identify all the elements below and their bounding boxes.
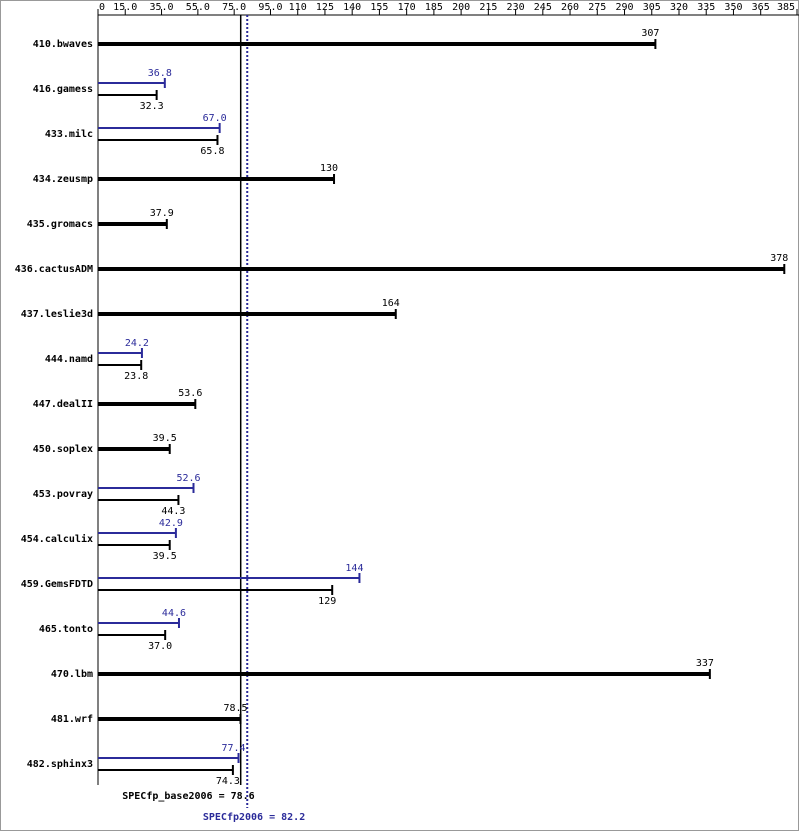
x-tick-label: 155 <box>370 2 388 13</box>
value-label: 164 <box>382 298 400 309</box>
x-tick-label: 35.0 <box>149 2 173 13</box>
category-label: 482.sphinx3 <box>27 758 93 770</box>
value-label: 39.5 <box>153 433 177 444</box>
value-label: 130 <box>320 163 338 174</box>
category-label: 454.calculix <box>21 533 93 545</box>
category-label: 465.tonto <box>39 624 93 635</box>
category-label: 447.dealII <box>33 399 93 410</box>
category-label: 450.soplex <box>33 444 93 455</box>
category-label: 444.namd <box>45 354 93 365</box>
category-label: 416.gamess <box>33 84 93 95</box>
x-tick-label: 305 <box>643 2 661 13</box>
category-label: 481.wrf <box>51 714 93 725</box>
x-tick-label: 200 <box>452 2 470 13</box>
x-tick-label: 185 <box>425 2 443 13</box>
value-label: 77.4 <box>221 743 245 754</box>
value-label: 307 <box>641 28 659 39</box>
x-tick-label: 95.0 <box>258 2 282 13</box>
category-label: 436.cactusADM <box>15 264 93 275</box>
x-tick-label: 290 <box>615 2 633 13</box>
value-label: 37.9 <box>150 208 174 219</box>
category-label: 435.gromacs <box>27 219 93 230</box>
value-label: 39.5 <box>153 551 177 562</box>
category-label: 410.bwaves <box>33 39 93 50</box>
value-label: 52.6 <box>176 473 200 484</box>
x-tick-label: 245 <box>534 2 552 13</box>
value-label: 36.8 <box>148 68 172 79</box>
category-label: 470.lbm <box>51 669 93 680</box>
x-tick-label: 260 <box>561 2 579 13</box>
x-tick-label: 275 <box>588 2 606 13</box>
x-tick-label: 140 <box>343 2 361 13</box>
reference-label: SPECfp2006 = 82.2 <box>203 812 305 823</box>
x-tick-label: 170 <box>398 2 416 13</box>
value-label: 37.0 <box>148 641 172 652</box>
value-label: 53.6 <box>178 388 202 399</box>
x-tick-label: 215 <box>479 2 497 13</box>
value-label: 24.2 <box>125 338 149 349</box>
category-label: 459.GemsFDTD <box>21 579 93 590</box>
value-label: 42.9 <box>159 518 183 529</box>
category-label: 453.povray <box>33 489 93 500</box>
category-label: 434.zeusmp <box>33 174 93 185</box>
value-label: 378 <box>770 253 788 264</box>
value-label: 74.3 <box>216 776 240 787</box>
category-label: 437.leslie3d <box>21 308 93 320</box>
value-label: 32.3 <box>140 101 164 112</box>
reference-label: SPECfp_base2006 = 78.6 <box>122 791 254 802</box>
x-tick-label: 55.0 <box>186 2 210 13</box>
x-tick-label: 110 <box>289 2 307 13</box>
x-tick-label: 230 <box>507 2 525 13</box>
value-label: 23.8 <box>124 371 148 382</box>
x-tick-label: 385 <box>777 2 795 13</box>
x-tick-label: 0 <box>99 2 105 13</box>
x-tick-label: 75.0 <box>222 2 246 13</box>
x-tick-label: 15.0 <box>113 2 137 13</box>
x-tick-label: 335 <box>697 2 715 13</box>
value-label: 67.0 <box>203 113 227 124</box>
value-label: 44.6 <box>162 608 186 619</box>
value-label: 44.3 <box>161 506 185 517</box>
value-label: 65.8 <box>200 146 224 157</box>
x-tick-label: 350 <box>724 2 742 13</box>
x-tick-label: 365 <box>752 2 770 13</box>
x-tick-label: 320 <box>670 2 688 13</box>
value-label: 78.5 <box>223 703 247 714</box>
value-label: 337 <box>696 658 714 669</box>
value-label: 144 <box>345 563 363 574</box>
x-tick-label: 125 <box>316 2 334 13</box>
category-label: 433.milc <box>45 128 93 140</box>
value-label: 129 <box>318 596 336 607</box>
